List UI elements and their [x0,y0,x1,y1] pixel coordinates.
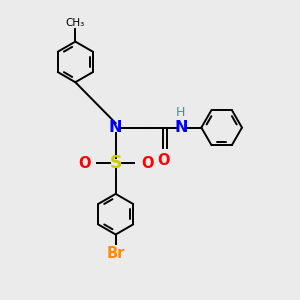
Text: S: S [110,154,122,172]
Text: O: O [78,156,90,171]
Text: O: O [141,156,154,171]
Text: Br: Br [106,246,125,261]
Text: H: H [176,106,185,119]
Text: N: N [175,120,188,135]
Text: O: O [157,153,170,168]
Text: CH₃: CH₃ [66,18,85,28]
Text: N: N [109,120,122,135]
